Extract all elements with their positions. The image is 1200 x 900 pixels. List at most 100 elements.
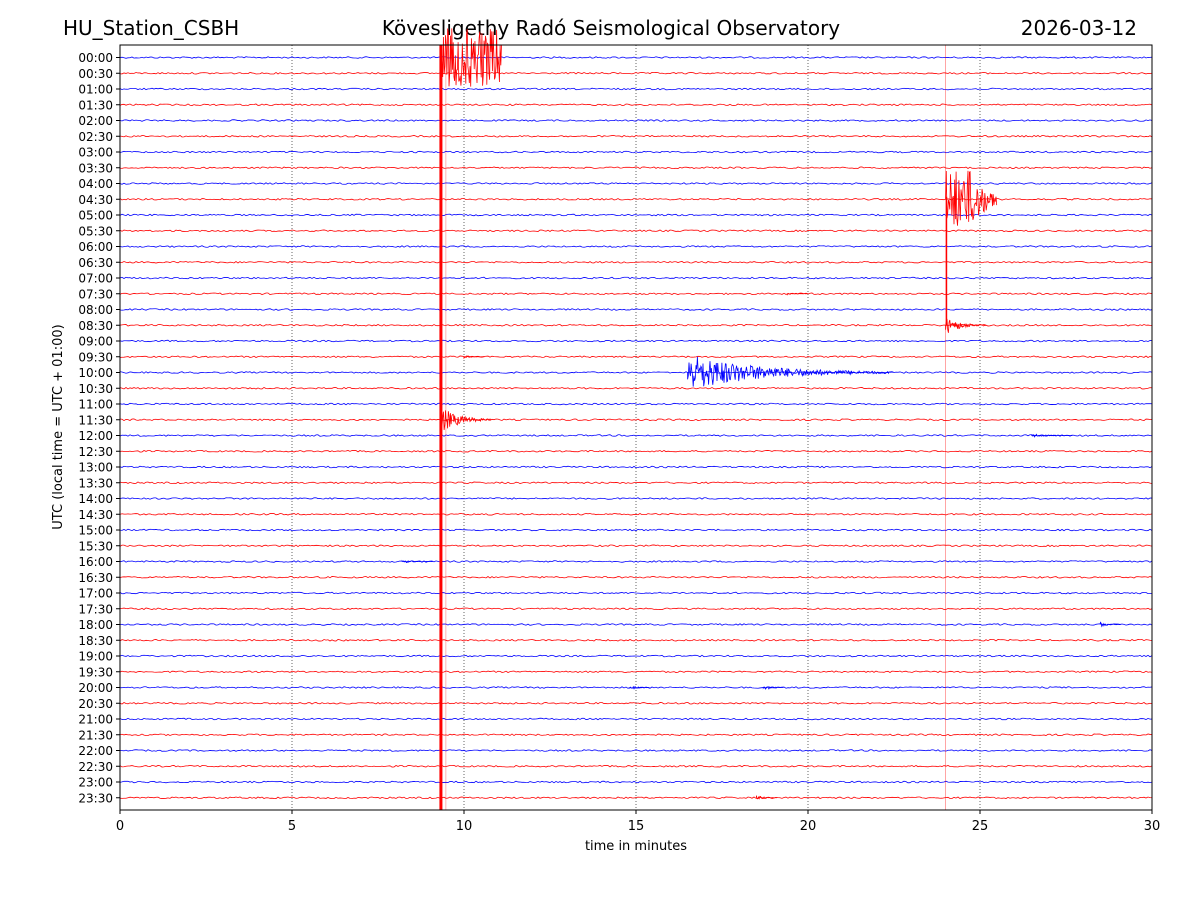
trace-row-0600 (119, 245, 1153, 248)
trace-row-0630 (119, 261, 1153, 264)
x-tick-label: 5 (288, 819, 296, 834)
trace-row-1200 (119, 434, 1153, 437)
y-tick-label: 00:00 (78, 51, 113, 65)
event-waveform (756, 795, 777, 800)
y-tick-label: 15:00 (78, 524, 113, 538)
trace-row-2300 (119, 780, 1153, 784)
trace-row-0230 (119, 134, 1153, 138)
trace-row-1500 (119, 528, 1153, 532)
trace-row-1930 (119, 670, 1153, 674)
y-tick-label: 20:00 (78, 681, 113, 695)
plot-frame (119, 44, 1153, 811)
y-tick-label: 07:30 (78, 287, 113, 301)
y-tick-label: 04:30 (78, 193, 113, 207)
trace-row-1600 (119, 560, 1153, 563)
event-waveform (628, 685, 650, 690)
station-label: HU_Station_CSBH (63, 16, 239, 40)
y-tick-label: 21:30 (78, 728, 113, 742)
y-tick-label: 10:00 (78, 366, 113, 380)
y-axis-label: UTC (local time = UTC + 01:00) (51, 324, 66, 529)
y-tick-label: 10:30 (78, 382, 113, 396)
chart-title: Kövesligethy Radó Seismological Observat… (382, 16, 840, 40)
trace-row-2230 (119, 764, 1153, 768)
trace-row-1330 (119, 481, 1153, 485)
y-tick-label: 08:00 (78, 303, 113, 317)
y-tick-label: 22:00 (78, 744, 113, 758)
y-tick-label: 12:00 (78, 429, 113, 443)
trace-row-1730 (119, 607, 1153, 611)
event-waveform (762, 686, 784, 691)
y-tick-label: 14:30 (78, 508, 113, 522)
trace-row-0530 (119, 229, 1153, 232)
trace-row-1400 (119, 497, 1153, 500)
trace-row-0000 (119, 56, 1153, 59)
trace-row-1630 (119, 576, 1153, 579)
y-tick-label: 23:00 (78, 776, 113, 790)
x-tick-label: 15 (628, 819, 645, 834)
trace-row-1100 (119, 402, 1153, 406)
trace-row-0400 (119, 182, 1153, 185)
trace-row-1230 (119, 450, 1153, 453)
event-waveform (1100, 621, 1121, 628)
y-tick-label: 19:00 (78, 650, 113, 664)
trace-row-0730 (119, 292, 1153, 296)
y-tick-label: 01:30 (78, 98, 113, 112)
y-tick-label: 03:00 (78, 146, 113, 160)
seismic-events (401, 28, 1121, 810)
trace-row-1530 (119, 544, 1153, 548)
trace-row-0500 (119, 213, 1153, 217)
y-tick-label: 20:30 (78, 697, 113, 711)
trace-row-1830 (119, 638, 1153, 642)
trace-row-1800 (119, 623, 1153, 626)
y-tick-label: 14:00 (78, 492, 113, 506)
event-waveform (687, 356, 894, 387)
x-tick-labels: 0 5 10 15 20 25 30 (116, 810, 1160, 834)
y-tick-label: 06:00 (78, 240, 113, 254)
x-tick-label: 20 (800, 819, 817, 834)
event-waveform (463, 355, 485, 360)
y-tick-label: 16:00 (78, 555, 113, 569)
event-waveform (786, 292, 808, 296)
trace-row-0100 (119, 87, 1153, 91)
y-tick-label: 00:30 (78, 67, 113, 81)
trace-row-1000 (119, 371, 1153, 374)
trace-row-2200 (119, 749, 1153, 752)
y-tick-label: 12:30 (78, 445, 113, 459)
trace-row-1900 (119, 654, 1153, 658)
x-axis-label: time in minutes (585, 839, 687, 854)
y-tick-label: 18:00 (78, 618, 113, 632)
trace-row-0930 (119, 355, 1153, 359)
y-tick-label: 15:30 (78, 539, 113, 553)
trace-row-1700 (119, 591, 1153, 595)
event-waveform (945, 318, 987, 333)
y-tick-label: 23:30 (78, 791, 113, 805)
x-tick-label: 10 (456, 819, 473, 834)
trace-row-0030 (119, 71, 1153, 75)
y-tick-label: 04:00 (78, 177, 113, 191)
trace-row-0200 (119, 119, 1153, 122)
trace-row-0800 (119, 308, 1153, 311)
y-tick-label: 13:00 (78, 461, 113, 475)
y-tick-label: 22:30 (78, 760, 113, 774)
date-label: 2026-03-12 (1021, 16, 1137, 40)
y-tick-label: 08:30 (78, 319, 113, 333)
event-waveform (439, 410, 492, 431)
x-tick-label: 30 (1144, 819, 1161, 834)
y-tick-label: 13:30 (78, 476, 113, 490)
x-tick-label: 25 (972, 819, 989, 834)
y-tick-label: 01:00 (78, 83, 113, 97)
trace-row-1430 (119, 512, 1153, 516)
y-tick-label: 02:30 (78, 130, 113, 144)
y-tick-label: 05:30 (78, 224, 113, 238)
y-tick-label: 18:30 (78, 634, 113, 648)
y-tick-label: 03:30 (78, 161, 113, 175)
trace-row-0300 (119, 150, 1153, 154)
trace-row-0130 (119, 103, 1153, 106)
trace-row-2330 (119, 796, 1153, 800)
y-tick-label: 16:30 (78, 571, 113, 585)
y-tick-label: 19:30 (78, 665, 113, 679)
x-tick-label: 0 (116, 819, 124, 834)
event-waveform (945, 170, 998, 226)
